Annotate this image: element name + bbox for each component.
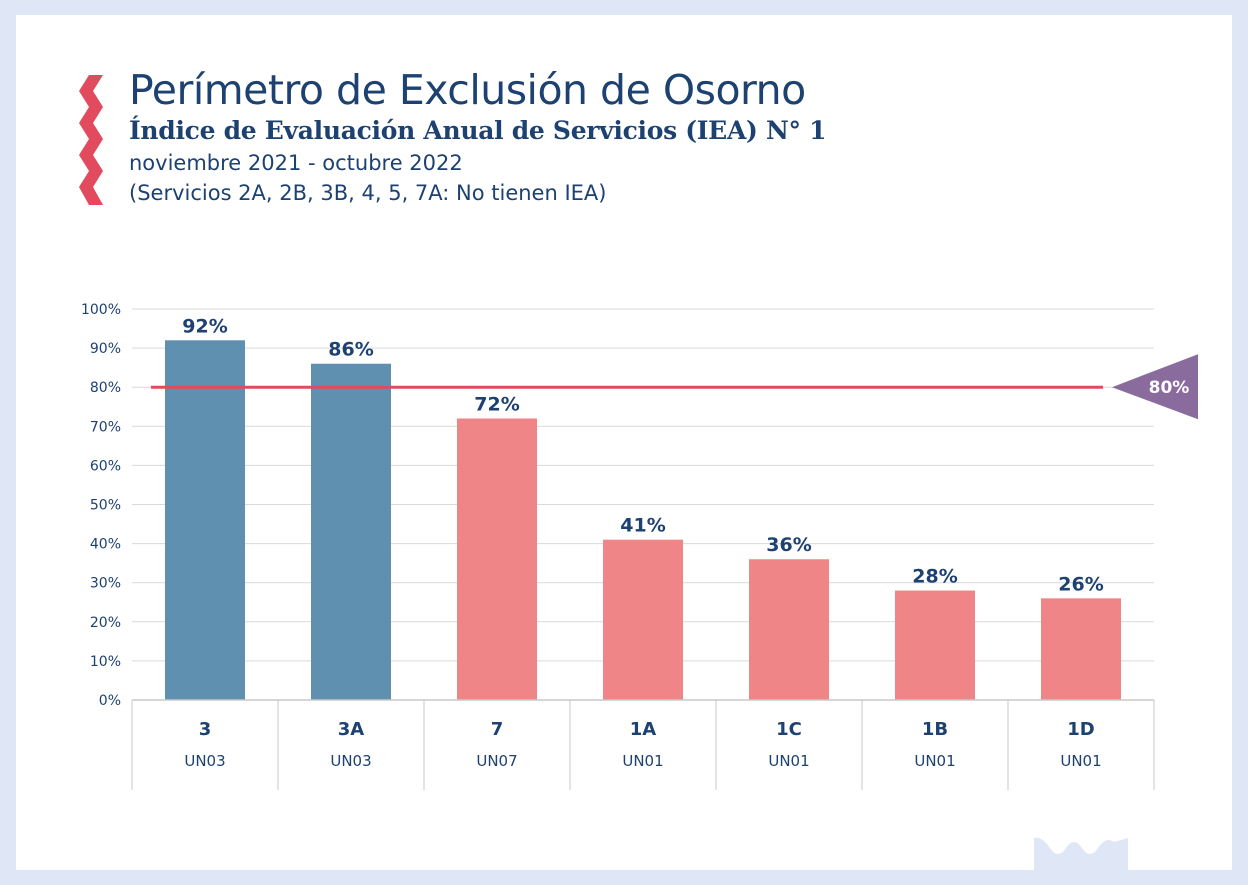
x-category-label: 1D [1067,719,1094,740]
chart-note: (Servicios 2A, 2B, 3B, 4, 5, 7A: No tien… [129,181,607,205]
x-category-sublabel: UN01 [768,752,809,770]
target-marker [1112,354,1198,420]
x-category-label: 1B [922,719,948,740]
bar-1A [603,539,683,700]
y-tick-label: 50% [90,498,121,514]
x-category-label: 3 [199,719,212,740]
bar-3 [165,340,245,700]
bar-value-label: 41% [620,515,665,537]
bar-1B [895,590,975,700]
chart-period: noviembre 2021 - octubre 2022 [129,151,463,175]
y-tick-label: 30% [90,576,121,592]
x-category-label: 1A [630,719,657,740]
chart-subtitle: Índice de Evaluación Anual de Servicios … [129,116,827,145]
category-table: 3 UN03 3A UN03 7 UN07 1A UN01 1C UN01 1B UN01 1D UN01 [131,699,1155,790]
target-label: 80% [1149,378,1190,398]
target-reference: 80% [151,354,1198,420]
bar-value-label: 28% [912,566,957,588]
x-category-sublabel: UN03 [184,752,225,770]
x-category-sublabel: UN03 [330,752,371,770]
zigzag-accent-icon [79,75,103,205]
bar-value-label: 86% [328,339,373,361]
y-tick-label: 0% [99,693,121,709]
x-category-label: 7 [491,719,504,740]
brand-logo [1034,837,1128,870]
x-category-sublabel: UN01 [622,752,663,770]
bar-value-label: 36% [766,534,811,556]
y-tick-label: 10% [90,654,121,670]
bar-value-label: 26% [1058,573,1103,595]
x-category-sublabel: UN01 [914,752,955,770]
bar-7 [457,418,537,700]
bar-1C [749,559,829,700]
y-tick-label: 40% [90,537,121,553]
bar-value-label: 92% [182,315,227,337]
bar-3A [311,363,391,700]
y-tick-label: 20% [90,615,121,631]
y-tick-label: 90% [90,341,121,357]
y-tick-label: 100% [81,302,121,318]
x-category-sublabel: UN01 [1060,752,1101,770]
y-tick-label: 60% [90,458,121,474]
x-category-label: 1C [776,719,802,740]
bar-value-label: 72% [474,393,519,415]
x-category-sublabel: UN07 [476,752,517,770]
bar-1D [1041,598,1121,700]
y-tick-label: 80% [90,380,121,396]
bars: 92% 86% 72% 41% 36% 28% 26% [165,315,1121,700]
y-tick-label: 70% [90,419,121,435]
chart-title: Perímetro de Exclusión de Osorno [129,66,806,114]
y-axis-ticks: 0% 10% 20% 30% 40% 50% 60% 70% 80% 90% 100% [81,302,121,709]
brand-logo-shape [1034,837,1128,870]
x-category-label: 3A [338,719,365,740]
